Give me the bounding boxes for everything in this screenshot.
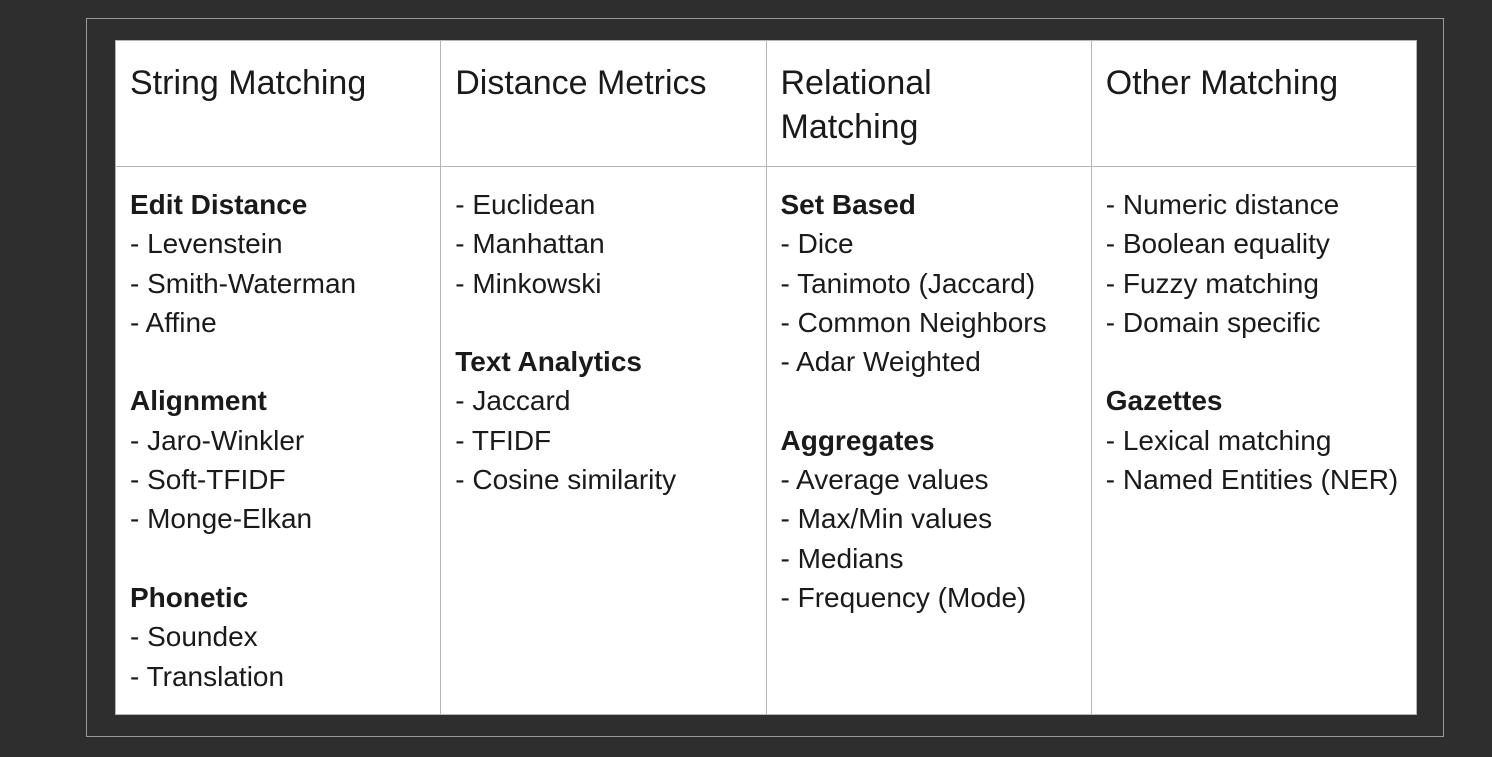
- group-phonetic: Phonetic - Soundex - Translation: [130, 578, 428, 696]
- group-title: Phonetic: [130, 581, 249, 613]
- list-item: - Frequency (Mode): [780, 581, 1027, 613]
- header-row: String Matching Distance Metrics Relatio…: [114, 40, 1418, 167]
- list-item: - Average values: [780, 464, 989, 496]
- cell-other-matching: - Numeric distance - Boolean equality - …: [1090, 166, 1418, 715]
- column-header-distance-metrics: Distance Metrics: [440, 40, 767, 167]
- column-header-relational-matching: Relational Matching: [765, 40, 1092, 167]
- list-item: - Lexical matching: [1105, 424, 1332, 456]
- list-item: - Dice: [780, 228, 854, 260]
- group-gazettes: Gazettes - Lexical matching - Named Enti…: [1106, 381, 1404, 499]
- content-row: Edit Distance - Levenstein - Smith-Water…: [114, 166, 1418, 715]
- list-item: - Levenstein: [130, 228, 283, 260]
- list-item: - Soundex: [130, 621, 258, 653]
- list-item: - Euclidean: [455, 189, 596, 220]
- list-item: - Soft-TFIDF: [130, 464, 286, 496]
- list-item: - Affine: [130, 306, 217, 338]
- cell-relational-matching: Set Based - Dice - Tanimoto (Jaccard) - …: [765, 166, 1092, 715]
- list-item: - Minkowski: [455, 267, 602, 299]
- list-item: - Fuzzy matching: [1105, 267, 1319, 299]
- column-header-other-matching: Other Matching: [1090, 40, 1418, 167]
- list-item: - Smith-Waterman: [130, 267, 357, 299]
- group-title: Gazettes: [1105, 385, 1223, 417]
- group-aggregates: Aggregates - Average values - Max/Min va…: [781, 421, 1079, 617]
- list-item: - Manhattan: [455, 228, 605, 260]
- list-item: - TFIDF: [455, 424, 552, 456]
- group-set-based: Set Based - Dice - Tanimoto (Jaccard) - …: [781, 185, 1079, 381]
- list-item: - Boolean equality: [1105, 228, 1330, 260]
- list-item: - Jaccard: [455, 385, 571, 417]
- list-item: - Numeric distance: [1105, 189, 1340, 220]
- column-header-string-matching: String Matching: [114, 40, 442, 167]
- group-title: Set Based: [780, 189, 916, 220]
- group-title: Alignment: [130, 385, 267, 417]
- group-alignment: Alignment - Jaro-Winkler - Soft-TFIDF - …: [130, 381, 428, 538]
- matching-techniques-table: String Matching Distance Metrics Relatio…: [114, 40, 1418, 715]
- list-item: - Common Neighbors: [780, 306, 1047, 338]
- group-distance-basic: - Euclidean - Manhattan - Minkowski: [455, 185, 753, 303]
- list-item: - Max/Min values: [780, 503, 993, 535]
- list-item: - Adar Weighted: [780, 346, 981, 378]
- cell-string-matching: Edit Distance - Levenstein - Smith-Water…: [114, 166, 442, 715]
- cell-distance-metrics: - Euclidean - Manhattan - Minkowski Text…: [440, 166, 767, 715]
- group-title: Edit Distance: [130, 189, 308, 220]
- list-item: - Named Entities (NER): [1105, 464, 1399, 496]
- group-edit-distance: Edit Distance - Levenstein - Smith-Water…: [130, 185, 428, 342]
- list-item: - Tanimoto (Jaccard): [780, 267, 1036, 299]
- table: String Matching Distance Metrics Relatio…: [114, 40, 1418, 715]
- list-item: - Jaro-Winkler: [130, 424, 305, 456]
- group-other-basic: - Numeric distance - Boolean equality - …: [1106, 185, 1404, 342]
- list-item: - Cosine similarity: [455, 464, 677, 496]
- group-text-analytics: Text Analytics - Jaccard - TFIDF - Cosin…: [455, 342, 753, 499]
- list-item: - Domain specific: [1105, 306, 1321, 338]
- group-title: Text Analytics: [455, 346, 642, 378]
- list-item: - Translation: [130, 660, 285, 692]
- group-title: Aggregates: [780, 424, 935, 456]
- list-item: - Monge-Elkan: [130, 503, 313, 535]
- list-item: - Medians: [780, 542, 904, 574]
